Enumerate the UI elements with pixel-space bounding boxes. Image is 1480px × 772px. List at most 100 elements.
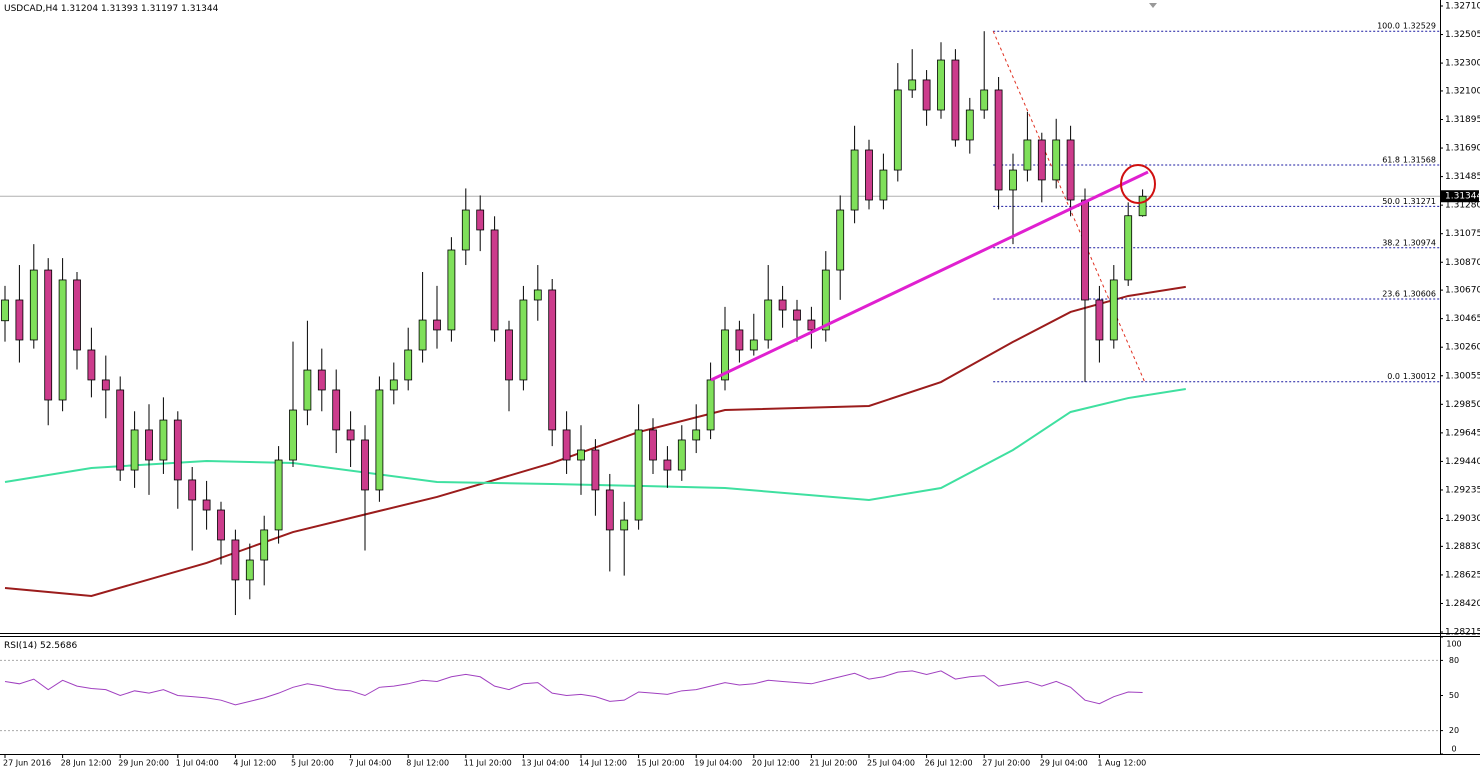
candle-body [1138, 195, 1147, 217]
candle-body [289, 409, 297, 461]
y-tick-label: 1.30465 [1445, 314, 1480, 324]
candle-body [634, 429, 643, 521]
fib-value: 1.30974 [1403, 238, 1436, 247]
candle-body [649, 429, 657, 461]
candle-body [346, 429, 355, 441]
fib-label: 61.8 [1382, 156, 1400, 165]
fib-diagonal [992, 30, 1146, 382]
y-tick-label: 1.29030 [1445, 514, 1480, 524]
y-tick-label: 1.29850 [1445, 400, 1480, 410]
candle-body [706, 379, 715, 431]
y-tick-label: 1.31895 [1445, 115, 1480, 125]
candle-body [1066, 139, 1075, 201]
candle-body [303, 369, 312, 411]
candle-body [389, 379, 398, 391]
x-tick-label: 19 Jul 04:00 [694, 759, 742, 768]
rsi-y-tick-label: 80 [1449, 656, 1459, 665]
candle-body [519, 299, 528, 381]
candle-body [447, 249, 456, 331]
x-tick-label: 29 Jul 04:00 [1040, 759, 1088, 768]
candle-body [231, 539, 240, 581]
y-tick-label: 1.32300 [1445, 59, 1480, 69]
candle-body [476, 209, 485, 231]
candle-body [1037, 139, 1046, 181]
y-tick-label: 1.30055 [1445, 371, 1480, 381]
x-tick-label: 13 Jul 04:00 [521, 759, 569, 768]
y-tick-label: 1.30670 [1445, 286, 1480, 296]
candle-body [663, 459, 672, 471]
candle-body [116, 389, 125, 471]
fib-label: 38.2 [1382, 238, 1400, 247]
candle-body [433, 319, 441, 331]
fib-value: 1.30012 [1403, 372, 1436, 381]
candle-body [850, 149, 859, 211]
y-tick-label: 1.32710 [1445, 1, 1480, 11]
candle-body [29, 269, 38, 341]
candle-body [317, 369, 326, 391]
rsi-y-tick-label: 100 [1446, 640, 1461, 649]
y-tick-label: 1.28215 [1445, 628, 1480, 638]
candle-body [605, 489, 614, 531]
candle-body [188, 479, 197, 501]
x-tick-label: 5 Jul 20:00 [291, 759, 334, 768]
candle-body [87, 349, 96, 381]
x-tick-label: 26 Jul 12:00 [925, 759, 973, 768]
rsi-line [4, 670, 1143, 706]
candle-body [577, 449, 585, 461]
candle-body [173, 419, 182, 481]
x-tick-label: 27 Jun 2016 [3, 759, 51, 768]
candle-body [15, 299, 24, 341]
rsi-title: RSI(14) [4, 641, 37, 651]
fib-value: 1.32529 [1403, 22, 1436, 31]
fib-value: 1.30606 [1403, 290, 1436, 299]
y-tick-label: 1.31690 [1445, 144, 1480, 154]
y-tick-label: 1.28625 [1445, 570, 1480, 580]
scroll-marker [1149, 3, 1157, 8]
candle-body [332, 389, 341, 431]
y-tick-label: 1.28420 [1445, 599, 1480, 609]
candle-body [1081, 199, 1089, 301]
candle-body [965, 109, 974, 141]
candle-body [1, 299, 9, 322]
candle-body [937, 59, 945, 111]
candle-body [548, 289, 557, 431]
trend-line [710, 170, 1149, 382]
candle-body [735, 329, 744, 351]
price-label-box [1441, 190, 1479, 203]
rsi-header: RSI(14) 52.5686 [4, 641, 77, 651]
y-tick-label: 1.31075 [1445, 229, 1480, 239]
candle-body [1124, 215, 1133, 281]
candle-body [101, 379, 110, 391]
x-tick-label: 29 Jun 20:00 [118, 759, 169, 768]
candle-body [44, 269, 53, 401]
candle-body [505, 329, 513, 381]
y-tick-label: 1.28830 [1445, 542, 1480, 552]
candle-body [1095, 299, 1104, 341]
fib-label: 23.6 [1382, 290, 1400, 299]
price-label: 1.31344 [1445, 192, 1480, 202]
candle-body [562, 429, 571, 461]
candle-body [749, 339, 758, 351]
rsi-value: 52.5686 [40, 641, 77, 651]
moving-average [4, 388, 1186, 502]
symbol: USDCAD,H4 [4, 4, 58, 14]
y-tick-label: 1.29440 [1445, 457, 1480, 467]
x-tick-label: 14 Jul 12:00 [579, 759, 627, 768]
candle-body [274, 459, 283, 531]
x-tick-label: 25 Jul 04:00 [867, 759, 915, 768]
candle-body [217, 509, 225, 541]
y-tick-label: 1.32505 [1445, 30, 1480, 40]
x-tick-label: 1 Jul 04:00 [176, 759, 219, 768]
candle-body [418, 319, 427, 351]
candle-body [980, 89, 989, 111]
candle-body [260, 529, 269, 561]
candle-body [836, 209, 845, 271]
x-tick-label: 7 Jul 04:00 [349, 759, 392, 768]
candle-body [490, 229, 499, 331]
x-tick-label: 15 Jul 20:00 [637, 759, 685, 768]
candle-body [404, 349, 413, 381]
fib-label: 0.0 [1387, 372, 1400, 381]
